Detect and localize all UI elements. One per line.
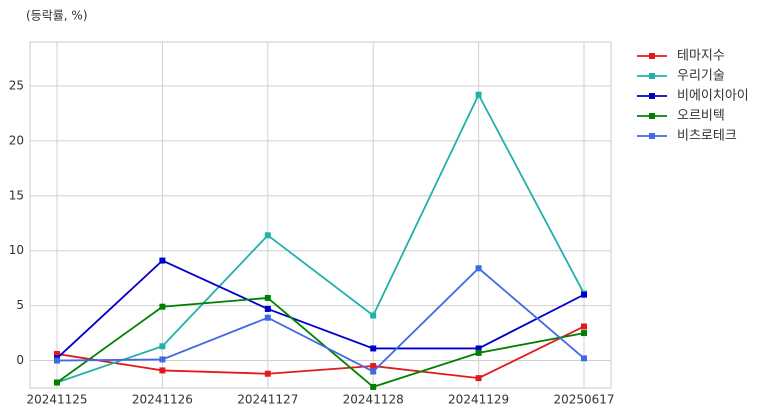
legend-marker — [649, 93, 655, 99]
point-marker — [264, 232, 271, 239]
y-tick-label: 10 — [9, 243, 24, 257]
plot-frame — [29, 41, 612, 389]
point-marker — [370, 345, 377, 352]
point-marker — [159, 257, 166, 264]
point-marker — [264, 370, 271, 377]
point-marker — [159, 303, 166, 310]
legend-label: 비츠로테크 — [677, 129, 737, 144]
point-marker — [370, 383, 377, 390]
y-tick-label: 0 — [16, 353, 24, 367]
point-marker — [159, 343, 166, 350]
point-marker — [370, 368, 377, 375]
legend-label: 비에이치아이 — [677, 89, 749, 104]
point-marker — [54, 350, 60, 357]
point-marker — [159, 356, 166, 363]
point-marker — [370, 363, 377, 370]
y-tick-label: 25 — [9, 78, 24, 92]
point-marker — [581, 330, 587, 337]
point-marker — [475, 345, 482, 352]
chart-title: (등락률, %) — [26, 9, 88, 23]
point-marker — [54, 379, 60, 386]
point-marker — [264, 314, 271, 321]
legend-label: 우리기술 — [677, 69, 725, 84]
point-marker — [264, 305, 271, 312]
x-tick-label: 20241127 — [237, 393, 298, 407]
y-tick-label: 5 — [16, 298, 24, 312]
point-marker — [475, 265, 482, 272]
x-tick-label: 20241129 — [448, 393, 509, 407]
series-line — [56, 325, 585, 380]
x-tick-label: 20241126 — [132, 393, 193, 407]
point-marker — [264, 294, 271, 301]
legend-marker — [649, 73, 655, 79]
point-marker — [475, 349, 482, 356]
legend-label: 테마지수 — [677, 49, 725, 64]
point-marker — [581, 323, 587, 330]
series-line — [56, 259, 585, 360]
x-tick-label: 20250617 — [553, 393, 614, 407]
series-line — [56, 92, 585, 384]
y-tick-label: 20 — [9, 133, 24, 147]
point-marker — [54, 357, 60, 364]
point-marker — [581, 291, 587, 298]
point-marker — [475, 91, 482, 98]
y-tick-label: 15 — [9, 188, 24, 202]
x-tick-label: 20241128 — [343, 393, 404, 407]
x-tick-label: 20241125 — [26, 393, 87, 407]
point-marker — [581, 355, 587, 362]
point-marker — [159, 367, 166, 374]
legend-marker — [649, 133, 655, 139]
legend-label: 오르비텍 — [677, 109, 725, 124]
legend-marker — [649, 113, 655, 119]
series-line — [56, 267, 585, 373]
point-marker — [370, 312, 377, 319]
series-line — [56, 297, 585, 388]
legend-marker — [649, 53, 655, 59]
point-marker — [475, 375, 482, 382]
